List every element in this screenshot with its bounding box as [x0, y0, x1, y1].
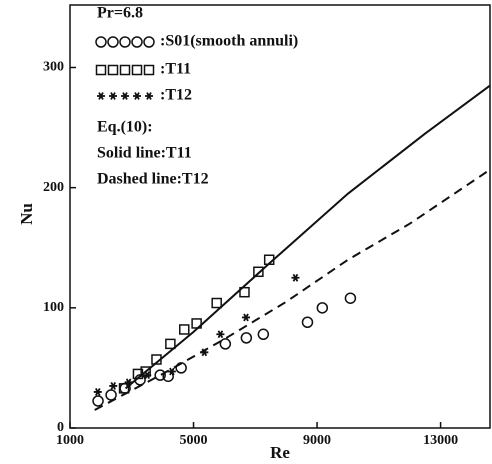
marker: [175, 362, 187, 374]
marker: [124, 378, 133, 387]
marker: [242, 313, 251, 322]
legend-marker: [107, 36, 119, 48]
x-tick-label: 13000: [423, 433, 458, 448]
marker: [118, 383, 130, 394]
legend-marker: [97, 92, 105, 100]
plot-frame: [69, 4, 491, 429]
marker: [134, 374, 146, 386]
x-tick-label: 1000: [56, 433, 84, 448]
marker: [219, 338, 232, 350]
marker: [257, 328, 270, 341]
marker: [109, 382, 118, 390]
marker: [240, 332, 253, 344]
fit-line: [124, 84, 491, 390]
marker: [316, 302, 329, 314]
x-axis-label: Re: [270, 443, 290, 462]
marker: [301, 316, 314, 328]
y-tick-label: 100: [43, 300, 64, 315]
legend-marker: [109, 92, 117, 100]
marker: [179, 324, 190, 335]
marker: [216, 330, 225, 339]
marker: [93, 388, 102, 396]
marker: [132, 368, 144, 380]
marker: [239, 286, 250, 298]
legend-marker: [107, 64, 119, 76]
annotation: Solid line:T11: [97, 145, 192, 162]
y-tick-label: 300: [43, 60, 64, 75]
marker: [92, 395, 104, 407]
legend-marker: [121, 92, 129, 100]
marker: [291, 273, 300, 282]
legend-marker: [119, 64, 131, 76]
legend-marker: [131, 36, 143, 48]
x-tick-label: 5000: [180, 433, 208, 448]
marker: [200, 348, 209, 357]
marker: [253, 266, 264, 278]
y-tick-label: 0: [57, 420, 64, 435]
legend-label: :S01(smooth annuli): [160, 33, 298, 50]
marker: [105, 389, 117, 401]
legend-label: :T11: [160, 61, 191, 78]
annotation: Eq.(10):: [97, 119, 153, 136]
legend-marker: [143, 64, 155, 76]
fit-line: [94, 168, 491, 411]
y-axis-label: Nu: [17, 203, 36, 225]
marker: [191, 318, 202, 329]
annotation: Dashed line:T12: [97, 171, 209, 188]
legend-marker: [119, 36, 131, 48]
legend-marker: [143, 36, 155, 48]
marker: [151, 354, 162, 365]
legend-label: :T12: [160, 87, 192, 104]
marker: [211, 297, 222, 309]
marker: [165, 338, 176, 350]
legend-marker: [131, 64, 143, 76]
marker: [154, 369, 166, 381]
legend-marker: [133, 92, 141, 100]
x-tick-label: 9000: [303, 433, 331, 448]
legend-marker: [95, 36, 107, 48]
marker: [344, 292, 357, 304]
legend-marker: [145, 92, 153, 100]
y-tick-label: 200: [43, 180, 64, 195]
marker: [263, 254, 275, 266]
annotation: Pr=6.8: [97, 5, 143, 22]
legend-marker: [95, 64, 107, 76]
marker: [167, 367, 176, 376]
marker: [143, 371, 152, 380]
